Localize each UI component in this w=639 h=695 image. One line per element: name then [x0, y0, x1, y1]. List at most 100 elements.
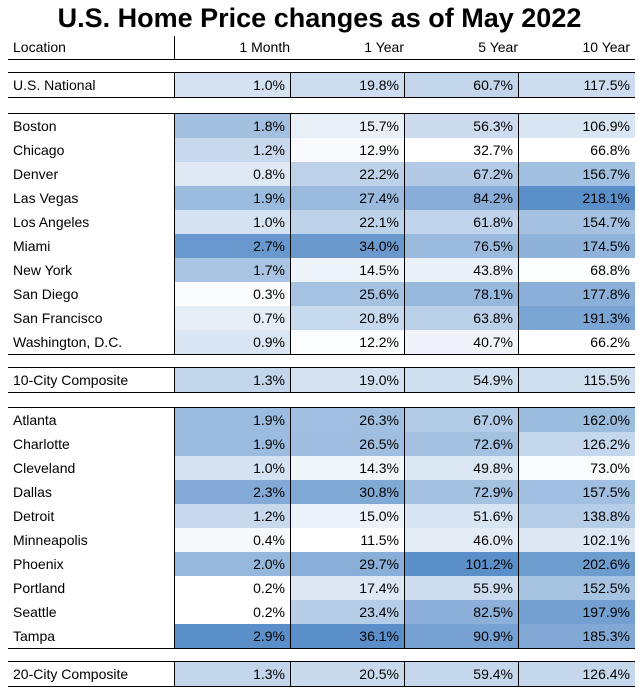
value-cell: 12.9%: [290, 138, 404, 162]
value-cell: 1.3%: [174, 368, 290, 392]
value-cell: 30.8%: [290, 480, 404, 504]
location-label: U.S. National: [13, 77, 96, 93]
table-row: Minneapolis 0.4% 11.5% 46.0% 102.1%: [8, 528, 635, 552]
column-divider: [174, 114, 175, 354]
value-cell: 117.5%: [518, 73, 635, 97]
value-cell: 36.1%: [290, 624, 404, 648]
location-label: Washington, D.C.: [13, 334, 123, 350]
location-label: San Diego: [13, 286, 79, 302]
table-row: Las Vegas 1.9% 27.4% 84.2% 218.1%: [8, 186, 635, 210]
value-cell: 101.2%: [404, 552, 518, 576]
value-cell: 46.0%: [404, 528, 518, 552]
value-cell: 25.6%: [290, 282, 404, 306]
value-cell: 138.8%: [518, 504, 635, 528]
value-cell: 90.9%: [404, 624, 518, 648]
value-cell: 2.0%: [174, 552, 290, 576]
value-cell: 32.7%: [404, 138, 518, 162]
table-row: Tampa 2.9% 36.1% 90.9% 185.3%: [8, 624, 635, 648]
table-row: San Francisco 0.7% 20.8% 63.8% 191.3%: [8, 306, 635, 330]
value-cell: 152.5%: [518, 576, 635, 600]
value-cell: 29.7%: [290, 552, 404, 576]
value-cell: 157.5%: [518, 480, 635, 504]
value-cell: 15.7%: [290, 114, 404, 138]
value-cell: 72.6%: [404, 432, 518, 456]
table-row: 10-City Composite 1.3% 19.0% 54.9% 115.5%: [8, 368, 635, 392]
table-row: Detroit 1.2% 15.0% 51.6% 138.8%: [8, 504, 635, 528]
location-label: Miami: [13, 238, 51, 254]
table-row: San Diego 0.3% 25.6% 78.1% 177.8%: [8, 282, 635, 306]
table-row: Los Angeles 1.0% 22.1% 61.8% 154.7%: [8, 210, 635, 234]
value-cell: 1.3%: [174, 662, 290, 686]
value-cell: 66.8%: [518, 138, 635, 162]
location-label: Portland: [13, 580, 66, 596]
value-cell: 0.8%: [174, 162, 290, 186]
table-row: Chicago 1.2% 12.9% 32.7% 66.8%: [8, 138, 635, 162]
value-cell: 49.8%: [404, 456, 518, 480]
value-cell: 1.2%: [174, 138, 290, 162]
column-divider: [290, 368, 291, 392]
location-label: Denver: [13, 166, 59, 182]
location-label: Dallas: [13, 484, 52, 500]
column-divider: [290, 73, 291, 97]
value-cell: 55.9%: [404, 576, 518, 600]
value-cell: 2.7%: [174, 234, 290, 258]
value-cell: 1.9%: [174, 408, 290, 432]
table-row: Phoenix 2.0% 29.7% 101.2% 202.6%: [8, 552, 635, 576]
location-label: Cleveland: [13, 460, 76, 476]
value-cell: 73.0%: [518, 456, 635, 480]
value-cell: 27.4%: [290, 186, 404, 210]
value-cell: 0.2%: [174, 600, 290, 624]
location-label: Boston: [13, 118, 57, 134]
value-cell: 20.5%: [290, 662, 404, 686]
value-cell: 102.1%: [518, 528, 635, 552]
value-cell: 34.0%: [290, 234, 404, 258]
value-cell: 26.3%: [290, 408, 404, 432]
value-cell: 1.8%: [174, 114, 290, 138]
value-cell: 22.2%: [290, 162, 404, 186]
column-divider: [290, 114, 291, 354]
table-section: 10-City Composite 1.3% 19.0% 54.9% 115.5%: [8, 367, 635, 393]
column-divider: [404, 368, 405, 392]
value-cell: 0.4%: [174, 528, 290, 552]
value-cell: 0.9%: [174, 330, 290, 354]
location-label: Tampa: [13, 628, 56, 644]
table-section: U.S. National 1.0% 19.8% 60.7% 117.5%: [8, 72, 635, 98]
location-label: 20-City Composite: [13, 666, 129, 682]
value-cell: 63.8%: [404, 306, 518, 330]
value-cell: 56.3%: [404, 114, 518, 138]
value-cell: 1.0%: [174, 210, 290, 234]
value-cell: 154.7%: [518, 210, 635, 234]
value-cell: 1.9%: [174, 186, 290, 210]
value-cell: 14.3%: [290, 456, 404, 480]
table-row: Charlotte 1.9% 26.5% 72.6% 126.2%: [8, 432, 635, 456]
value-cell: 0.2%: [174, 576, 290, 600]
value-cell: 1.0%: [174, 456, 290, 480]
column-divider: [290, 662, 291, 686]
table-row: Atlanta 1.9% 26.3% 67.0% 162.0%: [8, 408, 635, 432]
value-cell: 72.9%: [404, 480, 518, 504]
value-cell: 126.4%: [518, 662, 635, 686]
table-section: 20-City Composite 1.3% 20.5% 59.4% 126.4%: [8, 661, 635, 687]
table-row: Portland 0.2% 17.4% 55.9% 152.5%: [8, 576, 635, 600]
value-cell: 19.8%: [290, 73, 404, 97]
table-row: Dallas 2.3% 30.8% 72.9% 157.5%: [8, 480, 635, 504]
table-row: Seattle 0.2% 23.4% 82.5% 197.9%: [8, 600, 635, 624]
column-divider: [518, 73, 519, 97]
value-cell: 15.0%: [290, 504, 404, 528]
column-divider: [404, 662, 405, 686]
table-row: Washington, D.C. 0.9% 12.2% 40.7% 66.2%: [8, 330, 635, 354]
column-divider: [404, 408, 405, 648]
value-cell: 26.5%: [290, 432, 404, 456]
chart-title: U.S. Home Price changes as of May 2022: [57, 3, 582, 33]
location-label: 10-City Composite: [13, 372, 129, 388]
table-row: 20-City Composite 1.3% 20.5% 59.4% 126.4%: [8, 662, 635, 686]
column-divider: [290, 408, 291, 648]
value-cell: 82.5%: [404, 600, 518, 624]
value-cell: 177.8%: [518, 282, 635, 306]
value-cell: 67.0%: [404, 408, 518, 432]
value-cell: 12.2%: [290, 330, 404, 354]
value-cell: 54.9%: [404, 368, 518, 392]
column-divider: [174, 408, 175, 648]
column-header-5-year: 5 Year: [478, 39, 518, 55]
value-cell: 156.7%: [518, 162, 635, 186]
